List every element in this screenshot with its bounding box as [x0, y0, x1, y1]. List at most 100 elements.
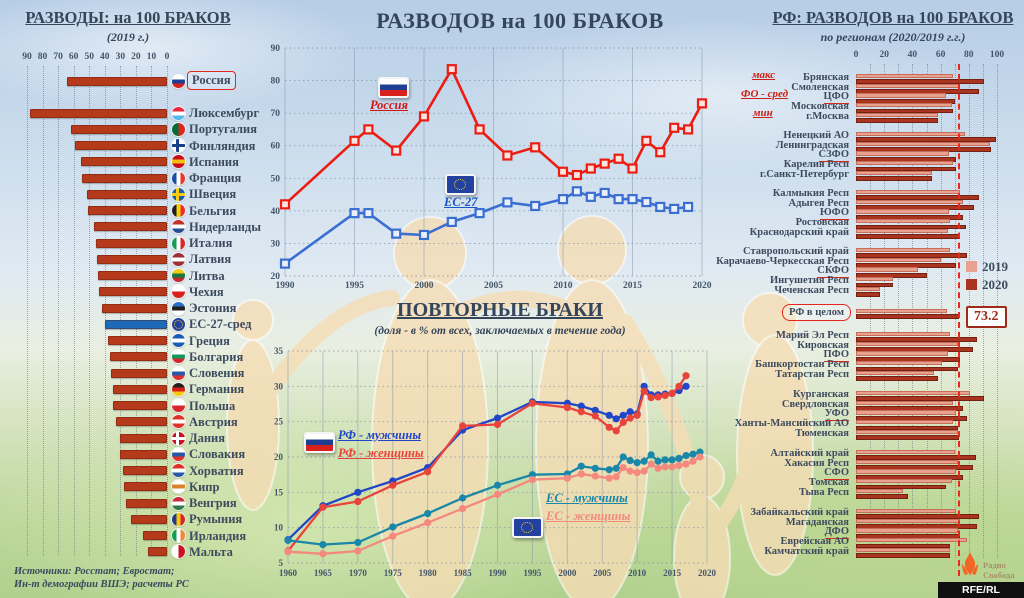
country-flag-icon	[172, 415, 185, 429]
region-bar-2019	[856, 248, 951, 253]
data-point	[284, 536, 292, 544]
data-point	[619, 411, 627, 419]
eu-stars-icon	[521, 522, 533, 533]
y-tick-label: 20	[271, 272, 281, 282]
eu-series-label: ЕС-27	[444, 195, 478, 209]
region-bar-2020	[856, 234, 961, 239]
axis-tick-label: 0	[164, 52, 170, 62]
data-point	[661, 456, 669, 464]
region-bar-2019	[856, 518, 961, 524]
y-tick-label: 40	[271, 207, 281, 217]
country-bar	[122, 466, 167, 475]
data-point	[563, 403, 571, 412]
data-point	[391, 228, 402, 239]
data-point	[424, 519, 432, 527]
data-point	[354, 488, 362, 496]
y-tick-label: 15	[274, 487, 284, 497]
data-point	[530, 142, 541, 153]
region-label: Брянская	[803, 72, 849, 83]
region-label: Башкортостан Респ	[755, 359, 849, 371]
country-flag-icon	[172, 496, 185, 510]
eu-flag-icon	[512, 517, 543, 538]
data-point	[654, 464, 662, 472]
country-flag-icon	[172, 480, 185, 494]
country-flag-icon	[172, 155, 185, 169]
country-label: Кипр	[189, 479, 220, 494]
country-bar	[113, 401, 167, 410]
data-point	[389, 532, 397, 540]
data-point	[675, 461, 683, 470]
radio-svoboda-logo-icon	[962, 552, 978, 576]
country-label: Чехия	[189, 284, 224, 299]
x-tick-label: 2020	[693, 281, 712, 290]
y-tick-label: 50	[271, 174, 281, 184]
region-bar-2019	[856, 309, 947, 314]
federal-district-label: ЮФО	[819, 207, 849, 220]
data-point	[577, 402, 585, 410]
country-label: Латвия	[189, 252, 232, 267]
country-flag-icon	[172, 399, 185, 412]
country-flag-icon	[172, 204, 185, 217]
country-flag-icon	[172, 382, 185, 396]
axis-tick-label: 50	[84, 52, 94, 62]
region-label: Татарстан Респ	[775, 368, 849, 380]
country-flag-icon	[172, 171, 185, 185]
y-tick-label: 30	[274, 381, 284, 391]
region-bar-2019	[856, 151, 950, 156]
data-point	[577, 470, 585, 478]
region-bar-2019	[856, 361, 942, 366]
data-point	[675, 454, 683, 463]
region-label: Тюменская	[795, 427, 849, 439]
data-point	[493, 481, 502, 489]
data-point	[647, 394, 655, 402]
country-flag-icon	[172, 285, 185, 299]
rf-men-label: РФ - мужчины	[338, 428, 422, 442]
region-label: Карачаево-Черкесская Респ	[716, 255, 849, 267]
country-bar	[70, 124, 167, 134]
country-flag-icon	[172, 334, 185, 347]
y-tick-label: 35	[274, 346, 284, 356]
x-tick-label: 1970	[349, 568, 368, 578]
data-point	[612, 473, 620, 481]
country-bar	[115, 417, 167, 427]
country-label: Болгария	[189, 349, 244, 364]
data-point	[640, 467, 648, 475]
russia-flag-icon	[378, 77, 409, 98]
country-flag-icon	[172, 301, 185, 315]
region-label: Еврейская АО	[780, 536, 849, 548]
region-bar-2020	[856, 494, 909, 499]
data-point	[683, 124, 694, 135]
country-label: Польша	[189, 398, 236, 413]
region-bar-2019	[856, 420, 954, 425]
country-bar	[131, 514, 167, 524]
right-chart-subtitle: по регионам (2020/2019 г.г.)	[820, 30, 966, 44]
data-point	[696, 98, 708, 109]
data-point	[605, 411, 613, 419]
x-tick-label: 1995	[523, 568, 542, 578]
region-label: Смоленская	[791, 81, 849, 93]
eu-women-label: ЕС - женщины	[546, 509, 631, 523]
region-label: Тыва Респ	[799, 486, 849, 498]
data-point	[493, 414, 502, 422]
data-point	[633, 411, 641, 419]
region-label: ДФО	[824, 526, 849, 539]
data-point	[458, 422, 467, 430]
data-point	[571, 186, 582, 197]
region-bar-2019	[856, 528, 958, 533]
data-point	[349, 135, 360, 146]
region-bar-2019	[856, 228, 948, 234]
x-tick-label: 1975	[384, 568, 403, 578]
data-point	[354, 547, 362, 555]
data-point	[279, 199, 291, 210]
region-bar-2019	[856, 190, 961, 195]
data-point	[627, 163, 638, 174]
y-tick-label: 10	[274, 523, 284, 533]
x-tick-label: 1960	[279, 568, 298, 578]
region-bar-2019	[856, 479, 952, 484]
data-point	[591, 406, 599, 414]
country-flag-icon	[172, 447, 185, 461]
data-point	[599, 187, 610, 199]
data-point	[319, 550, 327, 558]
russia-flag-icon	[304, 432, 335, 453]
data-point	[502, 197, 513, 208]
